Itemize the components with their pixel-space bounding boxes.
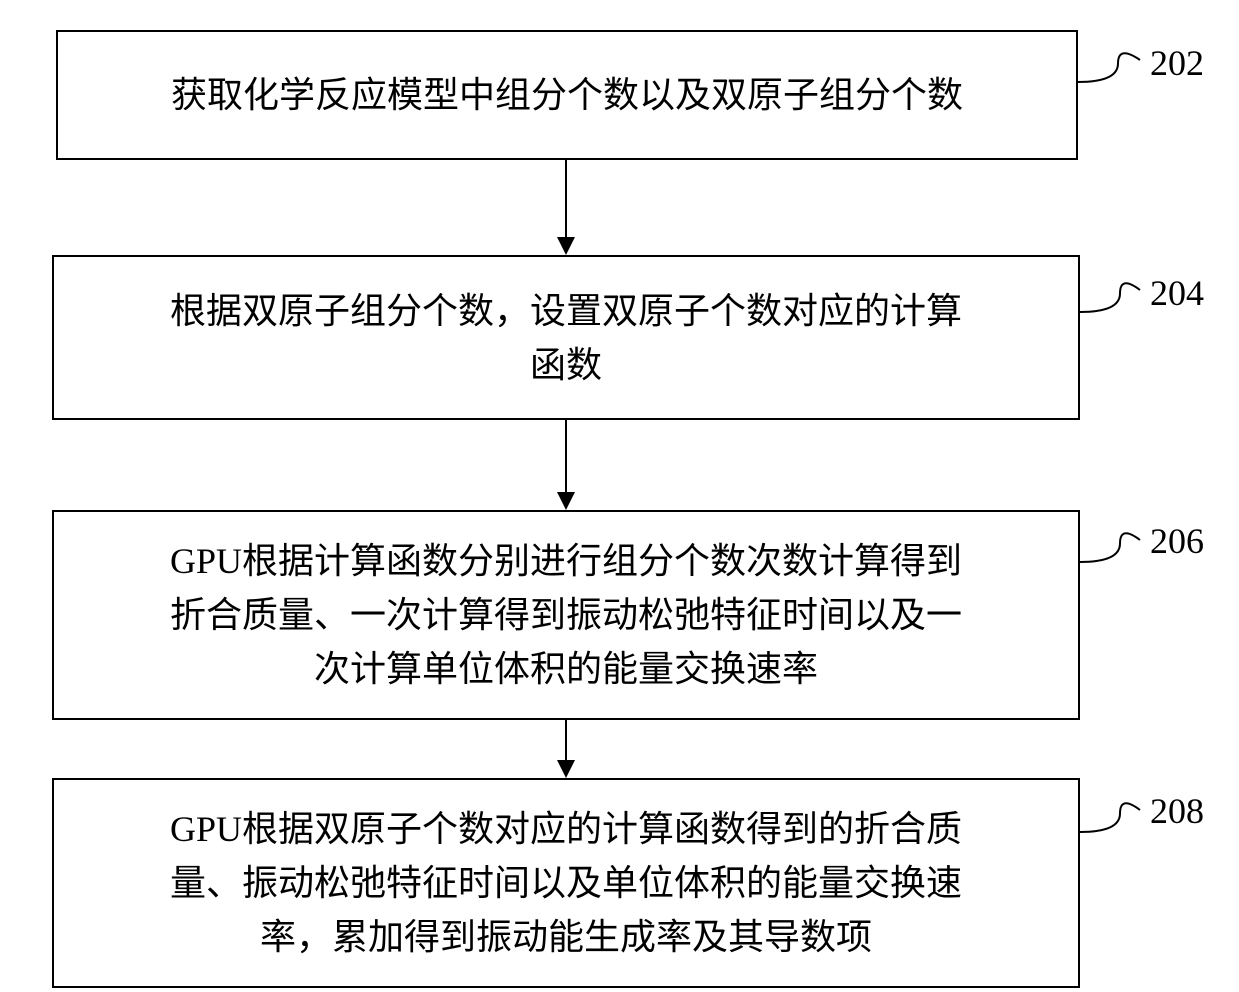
label-connector-3 xyxy=(1080,520,1150,567)
flow-step-2-text: 根据双原子组分个数，设置双原子个数对应的计算函数 xyxy=(74,284,1058,392)
label-connector-1 xyxy=(1078,40,1150,87)
flow-step-4-label: 208 xyxy=(1150,790,1204,832)
arrow-2 xyxy=(566,420,602,510)
flow-step-2: 根据双原子组分个数，设置双原子个数对应的计算函数 xyxy=(52,255,1080,420)
label-connector-2 xyxy=(1080,270,1150,317)
arrow-head-icon xyxy=(557,492,575,510)
arrow-line xyxy=(565,420,567,494)
arrow-head-icon xyxy=(557,237,575,255)
arrow-3 xyxy=(566,720,602,778)
flowchart-container: 获取化学反应模型中组分个数以及双原子组分个数 202 根据双原子组分个数，设置双原子… xyxy=(0,0,1239,992)
arrow-head-icon xyxy=(557,760,575,778)
flow-step-3: GPU根据计算函数分别进行组分个数次数计算得到折合质量、一次计算得到振动松弛特征… xyxy=(52,510,1080,720)
flow-step-1: 获取化学反应模型中组分个数以及双原子组分个数 xyxy=(56,30,1078,160)
flow-step-3-label: 206 xyxy=(1150,520,1204,562)
flow-step-1-label: 202 xyxy=(1150,42,1204,84)
flow-step-4-text: GPU根据双原子个数对应的计算函数得到的折合质量、振动松弛特征时间以及单位体积的… xyxy=(74,802,1058,964)
flow-step-2-label: 204 xyxy=(1150,272,1204,314)
arrow-1 xyxy=(566,160,602,255)
arrow-line xyxy=(565,720,567,762)
arrow-line xyxy=(565,160,567,239)
flow-step-1-text: 获取化学反应模型中组分个数以及双原子组分个数 xyxy=(78,68,1056,122)
flow-step-4: GPU根据双原子个数对应的计算函数得到的折合质量、振动松弛特征时间以及单位体积的… xyxy=(52,778,1080,988)
label-connector-4 xyxy=(1080,790,1150,837)
flow-step-3-text: GPU根据计算函数分别进行组分个数次数计算得到折合质量、一次计算得到振动松弛特征… xyxy=(74,534,1058,696)
